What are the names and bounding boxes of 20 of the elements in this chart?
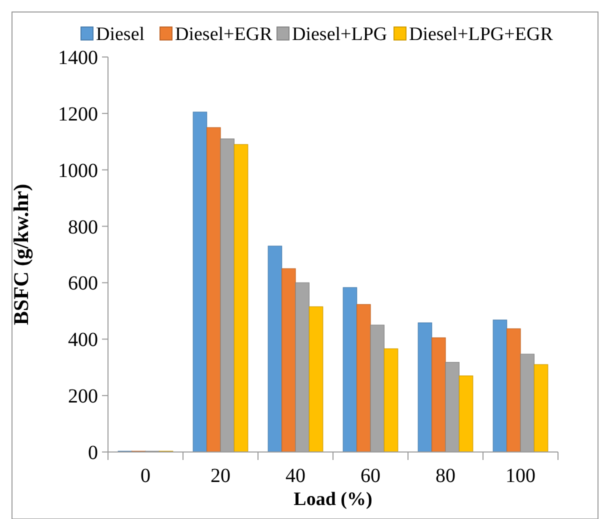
- legend-label: Diesel+LPG+EGR: [409, 24, 554, 45]
- x-tick-label: 60: [360, 465, 380, 487]
- y-tick-label: 800: [68, 216, 98, 238]
- legend-label: Diesel: [96, 24, 145, 45]
- y-tick-label: 200: [68, 386, 98, 408]
- y-tick-label: 1000: [58, 160, 98, 182]
- y-tick-label: 1200: [58, 103, 98, 126]
- legend-label: Diesel+EGR: [175, 24, 273, 45]
- y-tick-label: 0: [88, 442, 98, 464]
- y-tick-label: 400: [68, 329, 98, 352]
- x-axis-title: Load (%): [294, 489, 372, 510]
- x-tick-label: 40: [286, 465, 306, 487]
- y-tick-label: 600: [68, 272, 98, 295]
- x-tick-label: 0: [140, 465, 150, 487]
- x-tick-label: 20: [210, 465, 230, 487]
- y-axis-title: BSFC (g/kw.hr): [9, 184, 33, 326]
- y-tick-label: 1400: [58, 47, 98, 69]
- x-tick-label: 100: [506, 465, 536, 487]
- legend-label: Diesel+LPG: [292, 24, 388, 45]
- x-tick-label: 80: [436, 465, 456, 487]
